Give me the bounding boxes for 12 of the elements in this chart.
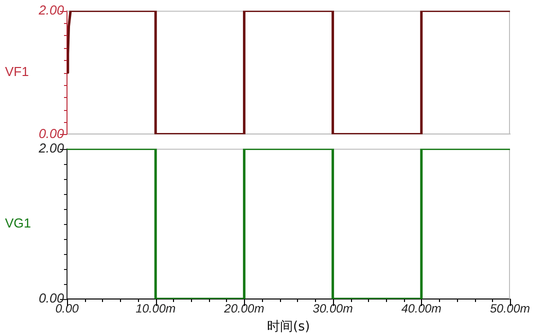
x-tick-label: 10.00m <box>136 302 176 316</box>
x-tick-label: 0.00 <box>55 302 79 316</box>
x-tick-label: 20.00m <box>223 302 264 316</box>
x-tick-label: 40.00m <box>401 302 442 316</box>
x-tick-label: 50.00m <box>490 302 530 316</box>
x-tick-label: 30.00m <box>312 302 353 316</box>
y-tick-label: 0.00 <box>38 126 65 141</box>
y-axis-title: VG1 <box>5 215 32 230</box>
y-tick-label: 2.00 <box>38 140 65 156</box>
x-axis-title: 时间(s) <box>267 320 310 335</box>
y-tick-label: 2.00 <box>38 2 65 18</box>
y-axis-title: VF1 <box>5 64 29 80</box>
